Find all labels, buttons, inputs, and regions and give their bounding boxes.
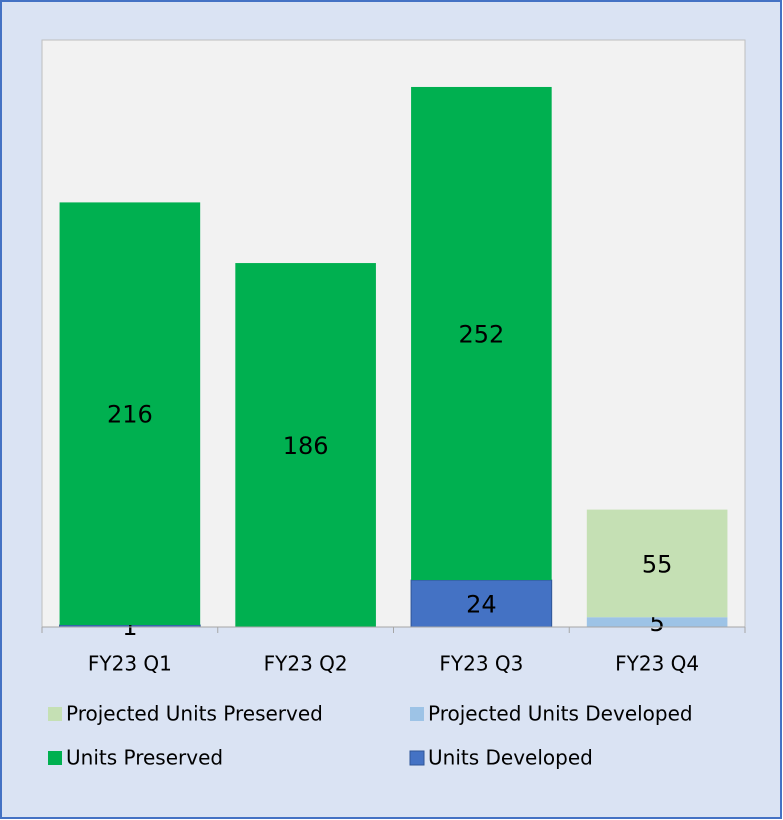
value-label: 186 <box>283 432 329 460</box>
x-tick-label: FY23 Q2 <box>264 652 348 676</box>
bar-segment <box>235 263 376 627</box>
legend-swatch <box>48 707 62 721</box>
x-tick-label: FY23 Q3 <box>439 652 523 676</box>
bar-segment <box>586 617 728 627</box>
x-tick-label: FY23 Q4 <box>615 652 699 676</box>
value-label: 55 <box>642 550 673 578</box>
bar-segment <box>586 509 728 618</box>
legend-label: Units Developed <box>428 746 593 770</box>
x-tick-label: FY23 Q1 <box>88 652 172 676</box>
legend-label: Units Preserved <box>66 746 223 770</box>
value-label: 216 <box>107 401 153 429</box>
value-label: 24 <box>466 591 497 619</box>
legend-swatch <box>410 707 424 721</box>
legend-label: Projected Units Preserved <box>66 702 323 726</box>
legend-swatch <box>409 750 425 766</box>
bar-segment <box>411 86 552 581</box>
value-label: 252 <box>458 321 504 349</box>
legend-label: Projected Units Developed <box>428 702 693 726</box>
legend-swatch <box>48 751 62 765</box>
bar-segment <box>59 202 201 626</box>
